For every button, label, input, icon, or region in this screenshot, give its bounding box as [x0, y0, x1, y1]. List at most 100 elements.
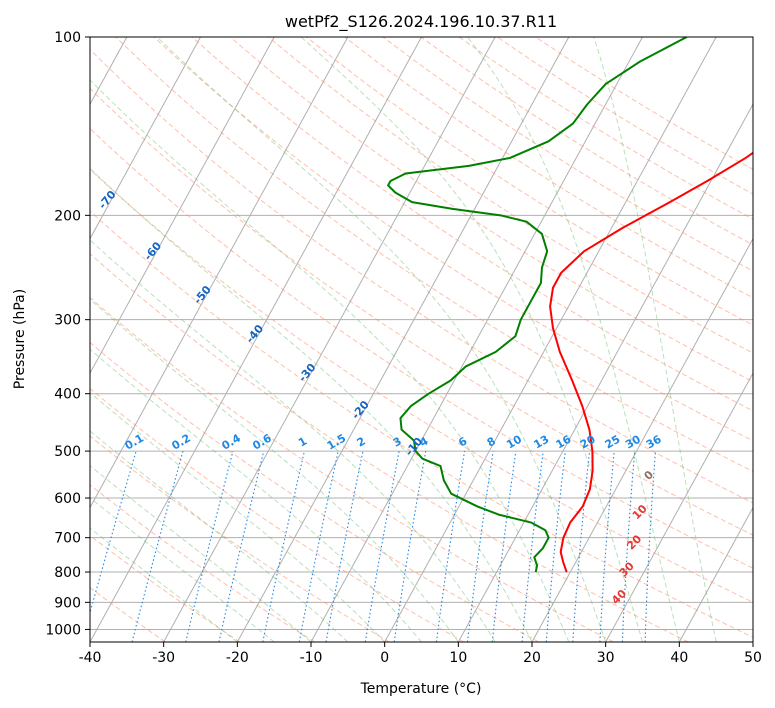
- mixing-ratio-label: 1: [296, 435, 309, 450]
- sounding-series: [387, 37, 753, 573]
- moist-adiabat: [90, 167, 533, 642]
- dry-adiabat: [90, 48, 753, 504]
- isotherm-gridline: [752, 640, 753, 642]
- plot-frame: [89, 36, 754, 643]
- isotherm-gridline: [163, 37, 496, 642]
- moist-adiabat: [90, 79, 570, 642]
- mixing-ratio-label: 16: [554, 432, 574, 451]
- y-tick-label: 400: [54, 387, 81, 403]
- mixing-ratio-line: [572, 451, 591, 642]
- dry-adiabat-label: -90: [2, 90, 25, 114]
- dry-adiabats: [90, 37, 753, 642]
- dry-adiabat-label: -80: [48, 140, 71, 164]
- dry-adiabat: [344, 37, 753, 299]
- mixing-ratio-line: [521, 451, 544, 642]
- dry-adiabat: [90, 387, 465, 642]
- mixing-ratio-line: [218, 450, 265, 642]
- mixing-ratio-label: 20: [578, 432, 598, 451]
- mixing-ratio-label: 13: [532, 433, 552, 452]
- mixing-ratio-line: [185, 450, 234, 642]
- isotherm-gridline: [457, 103, 753, 642]
- y-tick-label: 300: [54, 313, 81, 329]
- mixing-ratio-label: 10: [504, 432, 524, 451]
- chart-title: wetPf2_S126.2024.196.10.37.R11: [285, 12, 557, 32]
- isotherm-gridline: [531, 237, 753, 642]
- moist-adiabat: [90, 527, 238, 642]
- mixing-ratio-lines: [90, 450, 657, 642]
- isotherm-gridline: [90, 37, 349, 509]
- dry-adiabat: [306, 37, 753, 326]
- isotherm-gridline: [310, 37, 643, 642]
- x-tick-label: 20: [523, 650, 541, 666]
- dry-adiabat: [90, 534, 241, 642]
- y-tick-label: 700: [54, 531, 81, 547]
- moist-adiabat: [90, 298, 459, 642]
- dry-adiabat: [90, 435, 390, 642]
- moist-adiabat: [90, 430, 349, 642]
- x-axis-label: Temperature (°C): [360, 681, 482, 697]
- x-tick-label: -30: [152, 650, 175, 666]
- x-tick-label: 10: [449, 650, 467, 666]
- dry-adiabat: [191, 37, 753, 412]
- isotherm-gridline: [236, 37, 570, 642]
- dry-adiabat: [90, 87, 753, 536]
- mixing-ratio-line: [262, 450, 305, 642]
- isotherm-gridline: [90, 37, 422, 642]
- mixing-ratio-label: 36: [644, 432, 664, 451]
- isotherm-gridline: [605, 372, 753, 642]
- mixing-ratio-label: 0.1: [123, 432, 146, 453]
- mixing-ratio-label: 30: [623, 432, 643, 451]
- x-tick-label: 30: [597, 650, 615, 666]
- mixing-ratio-label: 1.5: [325, 432, 348, 453]
- dry-adiabat: [229, 37, 753, 383]
- y-tick-label: 800: [54, 565, 81, 581]
- dry-adiabat: [90, 127, 753, 569]
- moist-adiabat: [156, 37, 607, 642]
- mixing-ratio-line: [466, 451, 494, 642]
- pressure-gridlines: [90, 37, 753, 630]
- mixing-ratio-label: 8: [485, 435, 498, 450]
- mixing-ratio-line: [599, 451, 615, 642]
- x-tick-label: 50: [744, 650, 762, 666]
- moist-adiabat: [90, 465, 312, 642]
- x-tick-label: -40: [79, 650, 102, 666]
- dry-adiabat: [90, 586, 166, 642]
- y-axis-ticks: 1000 900 800 700 600 500 400 300 200 100: [45, 30, 90, 638]
- mixing-ratio-line: [393, 451, 427, 642]
- temperature-line: [549, 151, 753, 573]
- moist-adiabat: [90, 497, 275, 642]
- mixing-ratio-line: [364, 450, 400, 642]
- moist-adiabat: [90, 239, 496, 642]
- moist-adiabat: [300, 37, 643, 642]
- line-labels: 0.10.20.40.611.52346810131620253036-100-…: [2, 90, 664, 607]
- moist-adiabat: [593, 37, 717, 642]
- dry-adiabat: [268, 37, 753, 354]
- mixing-ratio-label: 0.2: [170, 432, 193, 453]
- isotherm-gridline: [90, 37, 275, 375]
- dry-adiabat: [382, 37, 753, 272]
- dry-adiabat: [90, 341, 540, 642]
- mixing-ratio-line: [491, 451, 517, 642]
- x-axis-ticks: -40 -30 -20 -10 0 10 20 30 40 50: [79, 642, 762, 666]
- mixing-ratio-label: 0.4: [220, 431, 244, 452]
- isotherm-gridline: [678, 506, 753, 642]
- mixing-ratio-label: 25: [603, 433, 623, 452]
- dry-adiabat: [90, 253, 689, 642]
- y-tick-label: 1000: [45, 622, 81, 638]
- moist-adiabat: [90, 348, 422, 642]
- x-tick-label: -20: [226, 650, 249, 666]
- x-tick-label: -10: [300, 650, 323, 666]
- dry-adiabat: [420, 37, 753, 246]
- mixing-ratio-line: [435, 451, 466, 642]
- x-tick-label: 0: [380, 650, 389, 666]
- mixing-ratio-label: 2: [355, 435, 368, 450]
- isotherm-gridline: [384, 37, 717, 642]
- y-tick-label: 100: [54, 30, 81, 46]
- dry-adiabat: [90, 210, 753, 638]
- y-tick-label: 600: [54, 491, 81, 507]
- moist-adiabat: [467, 37, 680, 642]
- dry-adiabat: [90, 296, 614, 642]
- isotherm-gridlines: [90, 37, 753, 642]
- dry-adiabat: [115, 37, 753, 473]
